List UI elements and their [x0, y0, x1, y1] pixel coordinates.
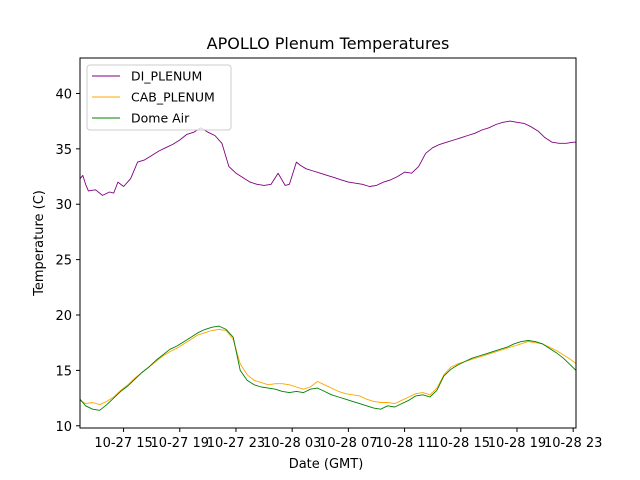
legend-label-dome-air: Dome Air — [131, 111, 190, 126]
x-tick-label: 10-28 07 — [319, 436, 377, 451]
y-tick-label: 20 — [55, 309, 72, 324]
legend: DI_PLENUM CAB_PLENUM Dome Air — [86, 64, 232, 131]
series-layer — [79, 120, 577, 411]
y-axis: 10 15 20 25 30 35 40 — [55, 87, 80, 435]
y-tick-label: 15 — [55, 364, 72, 379]
y-tick-label: 35 — [55, 143, 72, 158]
legend-box — [86, 64, 232, 131]
chart-title: APOLLO Plenum Temperatures — [207, 34, 450, 53]
series-line-dome-air — [79, 325, 577, 411]
legend-label-cab-plenum: CAB_PLENUM — [131, 90, 215, 105]
x-tick-label: 10-28 03 — [263, 436, 321, 451]
series-line-di-plenum — [79, 120, 576, 196]
x-tick-label: 10-28 15 — [432, 436, 490, 451]
x-tick-label: 10-27 15 — [94, 436, 152, 451]
x-tick-label: 10-28 23 — [544, 436, 602, 451]
series-line-cab-plenum — [79, 328, 577, 406]
x-tick-label: 10-28 11 — [375, 436, 433, 451]
x-axis-label: Date (GMT) — [289, 457, 364, 472]
legend-label-di-plenum: DI_PLENUM — [131, 69, 202, 84]
x-tick-label: 10-27 23 — [207, 436, 265, 451]
y-tick-label: 30 — [55, 198, 72, 213]
plot-frame — [79, 57, 577, 429]
y-axis-label: Temperature (C) — [32, 190, 47, 297]
y-tick-label: 10 — [55, 420, 72, 435]
x-tick-label: 10-27 19 — [151, 436, 209, 451]
y-tick-label: 25 — [55, 254, 72, 269]
y-tick-label: 40 — [55, 87, 72, 102]
x-tick-label: 10-28 19 — [488, 436, 546, 451]
